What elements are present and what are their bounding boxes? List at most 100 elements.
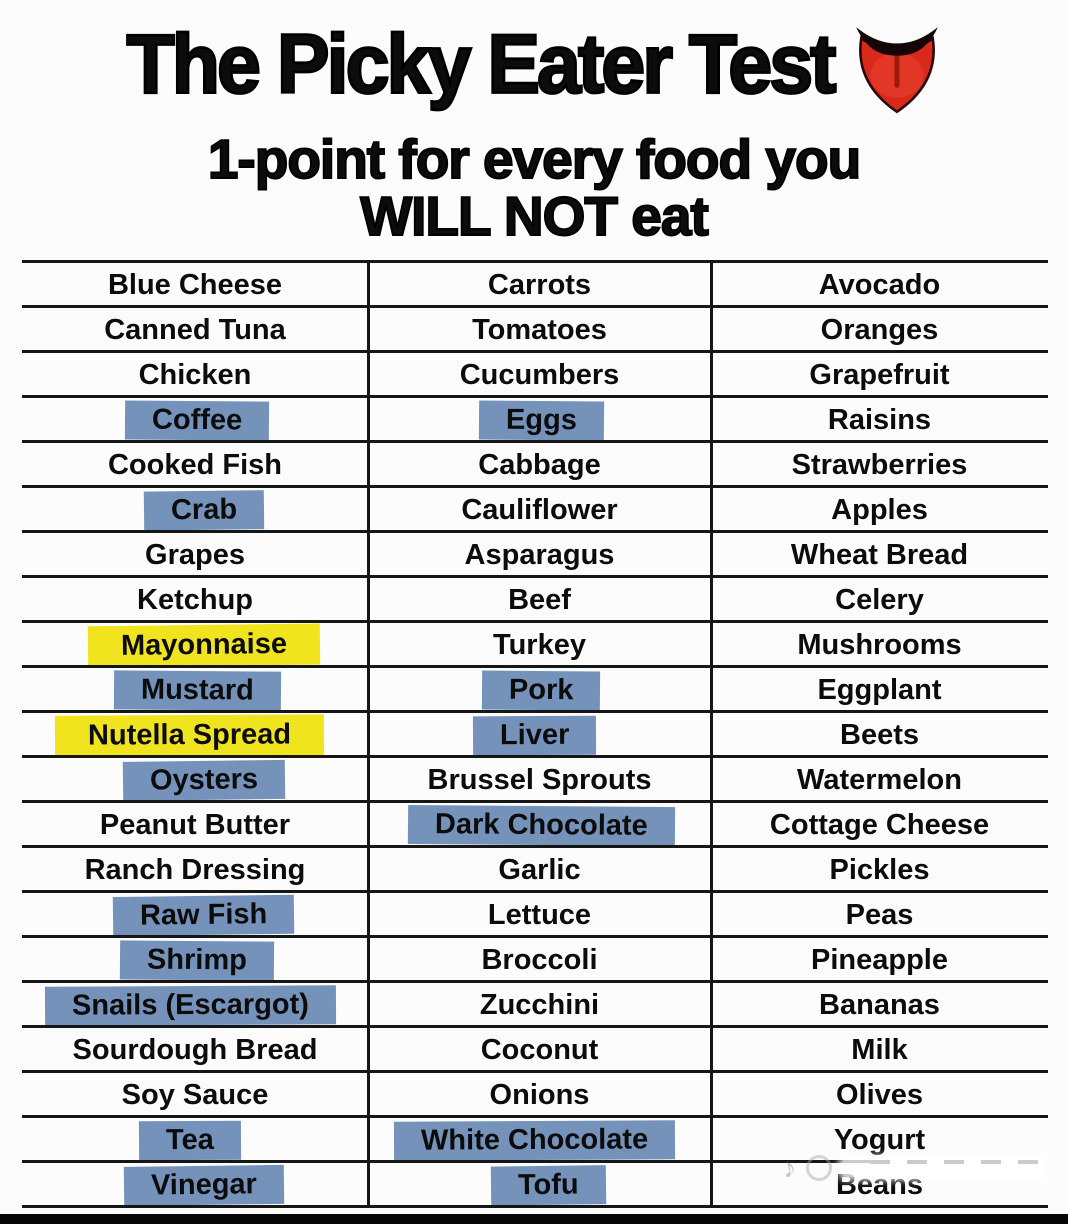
row-line: [22, 665, 1048, 668]
food-label: Ranch Dressing: [84, 854, 306, 886]
food-cell: Mustard: [22, 668, 368, 713]
highlighted-food-label: Raw Fish: [113, 894, 295, 936]
food-cell: Dark Chocolate: [368, 803, 711, 848]
food-cell: Eggplant: [711, 668, 1048, 713]
subtitle-line-1: 1-point for every food you: [207, 128, 862, 190]
table-row: Grapes Asparagus Wheat Bread: [22, 533, 1048, 578]
food-cell: Oysters: [22, 758, 368, 803]
table-row: Cooked Fish Cabbage Strawberries: [22, 443, 1048, 488]
food-label: Avocado: [818, 269, 941, 301]
row-line: [22, 980, 1048, 983]
row-line: [22, 1115, 1048, 1118]
food-label: Sourdough Bread: [72, 1034, 318, 1066]
food-cell: Crab: [22, 488, 368, 533]
food-label: Pickles: [829, 854, 930, 886]
food-cell: White Chocolate: [368, 1118, 711, 1163]
highlighted-food-label: Snails (Escargot): [44, 985, 336, 1026]
food-cell: Oranges: [711, 308, 1048, 353]
food-label: Apples: [831, 494, 928, 526]
subtitle: 1-point for every food you WILL NOT eat: [0, 128, 1068, 245]
highlighted-food-label: Oysters: [122, 759, 286, 801]
food-cell: Chicken: [22, 353, 368, 398]
food-label: Cabbage: [478, 449, 601, 481]
table-row: Crab Cauliflower Apples: [22, 488, 1048, 533]
food-label: Mushrooms: [797, 629, 962, 661]
title-row: The Picky Eater Test: [0, 15, 1068, 123]
food-label: Peas: [845, 899, 914, 931]
food-cell: Broccoli: [368, 938, 711, 983]
food-cell: Ranch Dressing: [22, 848, 368, 893]
food-cell: Zucchini: [368, 983, 711, 1028]
column-divider-1: [367, 260, 370, 1208]
food-cell: Turkey: [368, 623, 711, 668]
food-cell: Peanut Butter: [22, 803, 368, 848]
food-label: Canned Tuna: [104, 314, 286, 346]
food-label: Lettuce: [487, 899, 592, 931]
food-cell: Mayonnaise: [22, 623, 368, 668]
row-line: [22, 845, 1048, 848]
food-cell: Pickles: [711, 848, 1048, 893]
food-label: Ketchup: [137, 584, 253, 616]
food-cell: Onions: [368, 1073, 711, 1118]
table-row: Coffee Eggs Raisins: [22, 398, 1048, 443]
food-cell: Coffee: [22, 398, 368, 443]
food-label: Coconut: [480, 1034, 599, 1066]
food-cell: Vinegar: [22, 1163, 368, 1208]
food-cell: Olives: [711, 1073, 1048, 1118]
table-rows: Blue Cheese Carrots Avocado Canned Tuna Toma…: [22, 263, 1048, 1208]
food-label: Raisins: [827, 404, 932, 436]
table-row: Shrimp Broccoli Pineapple: [22, 938, 1048, 983]
food-cell: Avocado: [711, 263, 1048, 308]
row-line: [22, 620, 1048, 623]
row-line: [22, 395, 1048, 398]
food-label: Yogurt: [833, 1124, 926, 1156]
table-row: Soy Sauce Onions Olives: [22, 1073, 1048, 1118]
table-row: Oysters Brussel Sprouts Watermelon: [22, 758, 1048, 803]
row-line: [22, 1025, 1048, 1028]
food-cell: Tomatoes: [368, 308, 711, 353]
food-cell: Tofu: [368, 1163, 711, 1208]
column-divider-2: [710, 260, 713, 1208]
food-label: Grapefruit: [809, 359, 950, 391]
highlighted-food-label: Mayonnaise: [87, 623, 321, 668]
food-cell: Tea: [22, 1118, 368, 1163]
food-cell: Garlic: [368, 848, 711, 893]
food-label: Soy Sauce: [121, 1079, 269, 1111]
food-label: Carrots: [487, 269, 592, 301]
food-label: Beef: [508, 584, 571, 616]
food-cell: Bananas: [711, 983, 1048, 1028]
row-line: [22, 575, 1048, 578]
food-cell: Sourdough Bread: [22, 1028, 368, 1073]
row-line: [22, 710, 1048, 713]
table-row: Tea White Chocolate Yogurt: [22, 1118, 1048, 1163]
food-cell: Raw Fish: [22, 893, 368, 938]
row-line: [22, 485, 1048, 488]
page-title: The Picky Eater Test: [125, 15, 838, 112]
food-cell: Cooked Fish: [22, 443, 368, 488]
food-cell: Yogurt: [711, 1118, 1048, 1163]
food-cell: Peas: [711, 893, 1048, 938]
food-label: Strawberries: [791, 449, 968, 481]
table-row: Peanut Butter Dark Chocolate Cottage Chees…: [22, 803, 1048, 848]
row-line: [22, 530, 1048, 533]
food-label: Brussel Sprouts: [427, 764, 652, 796]
food-label: Cucumbers: [459, 359, 620, 391]
highlighted-food-label: Coffee: [124, 400, 270, 441]
food-cell: Shrimp: [22, 938, 368, 983]
food-cell: Snails (Escargot): [22, 983, 368, 1028]
table-row: Chicken Cucumbers Grapefruit: [22, 353, 1048, 398]
watermark-blur: [842, 1159, 1044, 1177]
food-label: Broccoli: [481, 944, 598, 976]
food-cell: Cucumbers: [368, 353, 711, 398]
food-cell: Soy Sauce: [22, 1073, 368, 1118]
food-cell: Cottage Cheese: [711, 803, 1048, 848]
table-row: Mustard Pork Eggplant: [22, 668, 1048, 713]
food-cell: Cauliflower: [368, 488, 711, 533]
food-label: Zucchini: [479, 989, 600, 1021]
food-label: Tomatoes: [472, 314, 607, 346]
food-cell: Pork: [368, 668, 711, 713]
row-line: [22, 1205, 1048, 1208]
food-cell: Raisins: [711, 398, 1048, 443]
row-line: [22, 440, 1048, 443]
food-label: Wheat Bread: [790, 539, 969, 571]
